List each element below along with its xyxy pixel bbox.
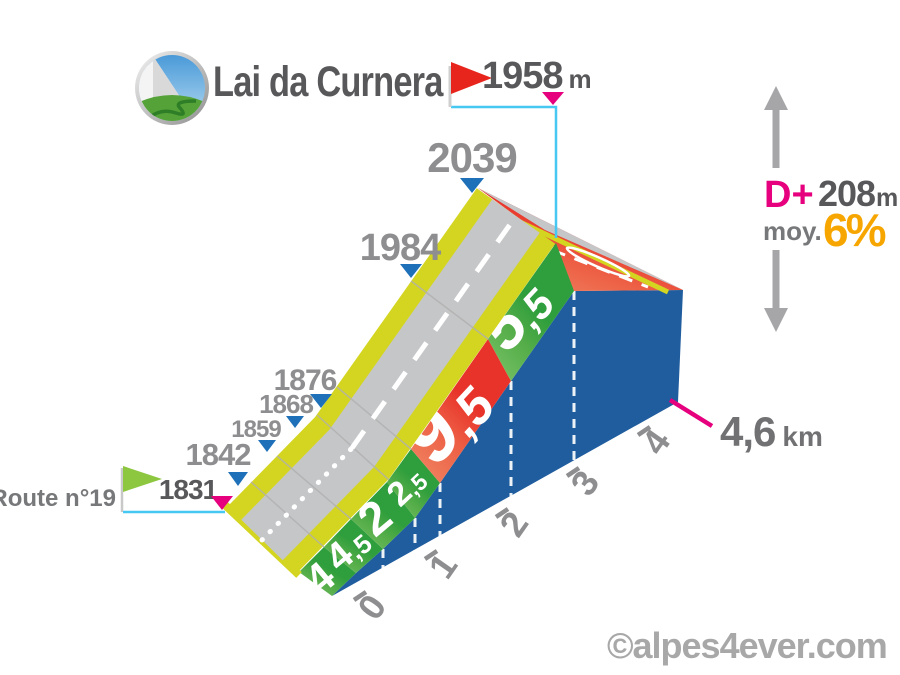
page-title: Lai da Curnera [213, 58, 444, 105]
segment-9-5pct [411, 339, 511, 483]
watermark: ©alpes4ever.com [607, 625, 887, 666]
avg-gradient-label: moy. [763, 216, 822, 246]
descent-road-streak [565, 246, 631, 278]
logo-grass [139, 95, 205, 121]
descent-yellow-edge [518, 219, 670, 295]
summit-flag-icon [451, 62, 492, 94]
km-tick [565, 466, 581, 478]
elevation-label-1868: 1868 [259, 389, 313, 419]
km-label-0: 0 [349, 587, 394, 627]
segment-5-5pct [488, 243, 574, 381]
marker-triangle-1984 [400, 264, 422, 278]
logo-road-squiggle [148, 99, 197, 119]
total-distance: 4,6 km [668, 398, 823, 455]
km-label-1: 1 [420, 546, 465, 586]
marker-triangle-1842 [228, 472, 248, 486]
start-marker-triangle [211, 496, 233, 510]
road-centerline-dotted [259, 445, 355, 543]
km-tick [494, 507, 510, 519]
distance-pointer-line [668, 398, 714, 428]
elevation-gain-arrow-up-icon [764, 86, 788, 168]
km-tick [423, 549, 439, 561]
valley-face [332, 290, 683, 596]
dplus-value: 208 [818, 173, 875, 214]
elevation-label-1859: 1859 [231, 416, 281, 443]
dplus-unit: m [876, 184, 897, 212]
segment-boundary-dashed-lines [381, 291, 576, 574]
elevation-gain-arrow-down-icon [764, 250, 788, 332]
marker-triangle-2039 [460, 178, 484, 193]
start-elevation-label: 1831 [159, 474, 218, 505]
summit-elevation-label: 1958 m [482, 55, 591, 97]
km-label-4: 4 [633, 422, 678, 462]
elevation-label-1876: 1876 [274, 364, 337, 397]
road-section-line [410, 280, 489, 340]
stats-block: D+ 208 m moy. 6% [763, 86, 898, 332]
summit-descent-wedge [478, 188, 683, 295]
segment-4pct [299, 547, 356, 596]
segment-2pct [351, 482, 415, 549]
marker-triangle-1876 [310, 394, 332, 408]
elevation-label-1984: 1984 [360, 227, 441, 269]
summit-marker-triangle [542, 92, 564, 105]
km-tick [352, 590, 368, 602]
km-label-3: 3 [562, 463, 607, 503]
mountain-logo-icon [139, 56, 205, 121]
dplus-label: D+ [764, 174, 814, 216]
descent-road-sliver [478, 188, 683, 290]
elevation-label-1842: 1842 [186, 437, 251, 472]
km-tick [636, 425, 652, 437]
summit-connector-line [451, 105, 558, 238]
valley-face-shape [332, 290, 683, 596]
start-route-label: Route n°19 [0, 485, 116, 512]
header: Lai da Curnera [135, 51, 444, 125]
road-centerline-dashed [349, 214, 519, 450]
avg-gradient-value: 6% [823, 204, 886, 256]
segment-2-5pct [387, 449, 440, 518]
road-surface [222, 188, 556, 578]
elevation-label-2039: 2039 [427, 134, 516, 181]
km-tick-dashes [352, 425, 652, 602]
start-flag-icon [123, 466, 162, 492]
start-annotation: Route n°19 1831 [0, 466, 233, 514]
marker-triangle-1859 [258, 440, 276, 452]
km-label-2: 2 [491, 504, 536, 544]
road-section-line [276, 455, 352, 520]
distance-label: 4,6 km [720, 408, 823, 455]
segment-4-5pct [324, 519, 383, 573]
summit-annotation: 1958 m [448, 55, 592, 238]
marker-triangle-1868 [286, 416, 304, 428]
elevation-markers: 2039 1984 1876 1868 1859 1842 [186, 134, 518, 486]
